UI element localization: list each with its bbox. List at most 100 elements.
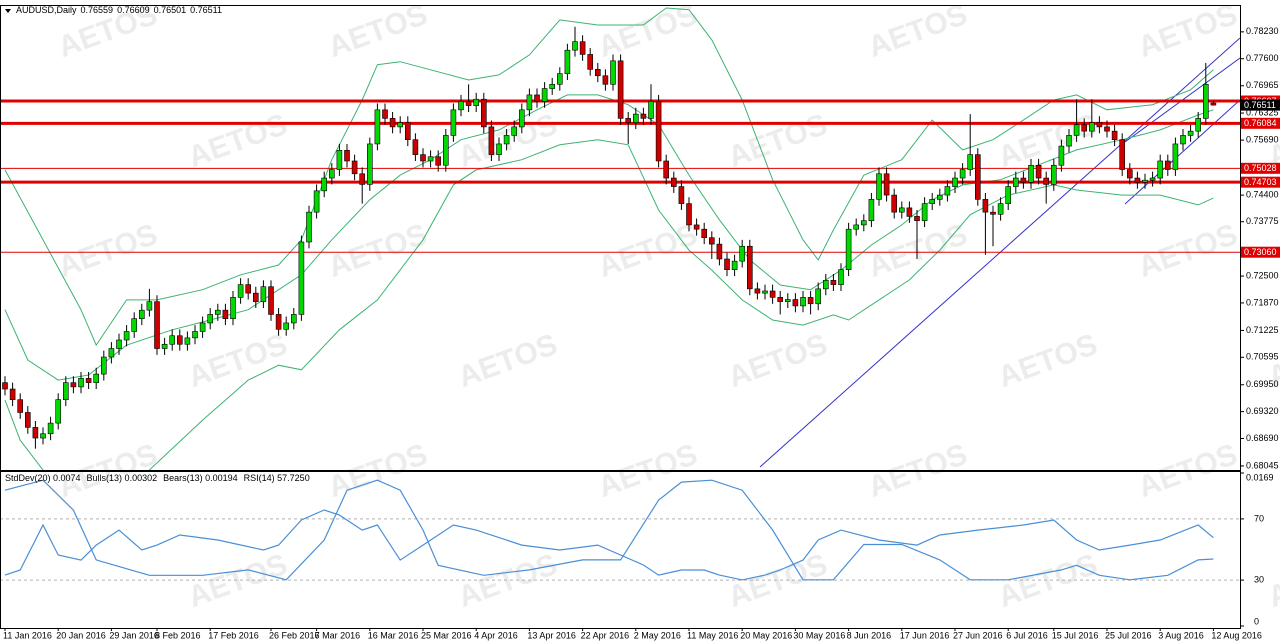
candle-body xyxy=(997,203,1004,215)
watermark: AETOS xyxy=(184,328,292,394)
candle-body xyxy=(929,199,936,204)
candle-body xyxy=(982,199,989,213)
candle-body xyxy=(655,101,662,162)
y-tick-label: 0.76325 xyxy=(1246,107,1279,117)
candle-body xyxy=(397,122,404,128)
candle-body xyxy=(693,224,700,230)
watermark: AETOS xyxy=(594,218,702,284)
indicator-line xyxy=(4,479,1214,581)
level-label: 0.74703 xyxy=(1244,177,1277,187)
candle-body xyxy=(382,109,388,119)
symbol: AUDUSD,Daily xyxy=(16,5,77,15)
candle-body xyxy=(1134,177,1141,183)
candle-body xyxy=(511,126,518,136)
candle-body xyxy=(78,378,84,388)
candle-body xyxy=(625,118,632,123)
candle-body xyxy=(108,348,115,358)
axes: AUDUSD,Daily 0.76559 0.76609 0.76501 0.76511… xyxy=(0,5,1280,640)
candle-body xyxy=(260,286,267,302)
candle-body xyxy=(1119,139,1125,170)
candle-body xyxy=(101,356,107,375)
y-tick-label: 0.72500 xyxy=(1246,270,1279,280)
candle-body xyxy=(146,301,153,311)
x-tick-label: 25 Jul 2016 xyxy=(1105,630,1152,640)
watermark: AETOS xyxy=(184,108,292,174)
candle-body xyxy=(617,60,624,119)
candle-body xyxy=(488,126,495,155)
x-tick-label: 20 May 2016 xyxy=(740,630,792,640)
candle-body xyxy=(876,173,882,200)
candle-body xyxy=(526,94,533,111)
candle-body xyxy=(62,382,69,400)
bollinger-band xyxy=(4,7,1214,347)
candle-body xyxy=(914,216,920,221)
y-tick-label: 0.74400 xyxy=(1246,189,1279,199)
candle-body xyxy=(184,337,191,345)
y-tick-label: 0.78230 xyxy=(1246,26,1279,36)
x-tick-label: 2 May 2016 xyxy=(634,630,681,640)
y-tick-label: 0.68045 xyxy=(1246,460,1279,470)
candle-body xyxy=(830,280,837,285)
candle-body xyxy=(306,211,312,243)
candle-body xyxy=(207,314,213,324)
x-tick-label: 26 Feb 2016 xyxy=(269,630,320,640)
candle-body xyxy=(1127,169,1133,179)
candle-body xyxy=(123,331,130,341)
y-tick-label: 0.68690 xyxy=(1246,433,1279,443)
y-tick-label: 0.73775 xyxy=(1246,216,1279,226)
candle-body xyxy=(860,220,867,226)
candle-body xyxy=(632,113,639,123)
last-close: 0.76511 xyxy=(190,5,222,15)
candle-body xyxy=(678,186,685,204)
watermark: AETOS xyxy=(1134,218,1242,284)
candle-body xyxy=(473,98,480,106)
candle-body xyxy=(1111,130,1118,140)
candle-body xyxy=(838,269,844,285)
indicator-line xyxy=(4,509,1214,581)
candle-body xyxy=(792,299,799,307)
candle-body xyxy=(1195,118,1201,132)
candle-body xyxy=(359,173,366,185)
x-tick-label: 25 Mar 2016 xyxy=(421,630,472,640)
x-tick-label: 7 Mar 2016 xyxy=(315,630,361,640)
indicator-title: StdDev(20) 0.0074 Bulls(13) 0.00302 Bears(… xyxy=(5,473,310,483)
candle-body xyxy=(853,224,860,230)
candle-body xyxy=(701,228,708,239)
watermark-layer: AETOS AETOS AETOS AETOS AETOS AETOS AETOS AETOS… xyxy=(54,0,1280,614)
candle-body xyxy=(708,237,715,245)
candle-body xyxy=(496,143,502,155)
watermark: AETOS xyxy=(864,0,972,64)
candle-body xyxy=(131,318,137,332)
candle-body xyxy=(1180,135,1186,145)
candle-body xyxy=(427,156,434,162)
candle-body xyxy=(1066,135,1072,147)
candle-body xyxy=(602,75,609,85)
last-high: 0.76609 xyxy=(117,5,150,15)
candle-body xyxy=(298,241,305,315)
candle-body xyxy=(800,297,806,307)
candle-body xyxy=(716,243,723,260)
level-label: 0.76084 xyxy=(1244,118,1277,128)
candle-body xyxy=(959,169,966,179)
candle-body xyxy=(1005,186,1012,204)
candle-body xyxy=(412,139,419,155)
candle-body xyxy=(518,109,525,128)
candle-body xyxy=(587,54,594,70)
candle-body xyxy=(313,190,320,213)
candle-body xyxy=(222,309,229,319)
candle-body xyxy=(366,143,373,185)
watermark: AETOS xyxy=(994,328,1102,394)
x-tick-label: 16 Mar 2016 xyxy=(368,630,419,640)
candle-body xyxy=(594,69,601,77)
candle-body xyxy=(55,399,62,424)
candle-body xyxy=(435,156,442,166)
x-tick-label: 11 Jan 2016 xyxy=(3,630,52,640)
watermark: AETOS xyxy=(994,108,1102,174)
price-marker-box xyxy=(1241,99,1280,111)
candle-body xyxy=(404,122,411,140)
candle-body xyxy=(746,245,753,290)
chart-title: AUDUSD,Daily 0.76559 0.76609 0.76501 0.76511 xyxy=(16,5,222,15)
